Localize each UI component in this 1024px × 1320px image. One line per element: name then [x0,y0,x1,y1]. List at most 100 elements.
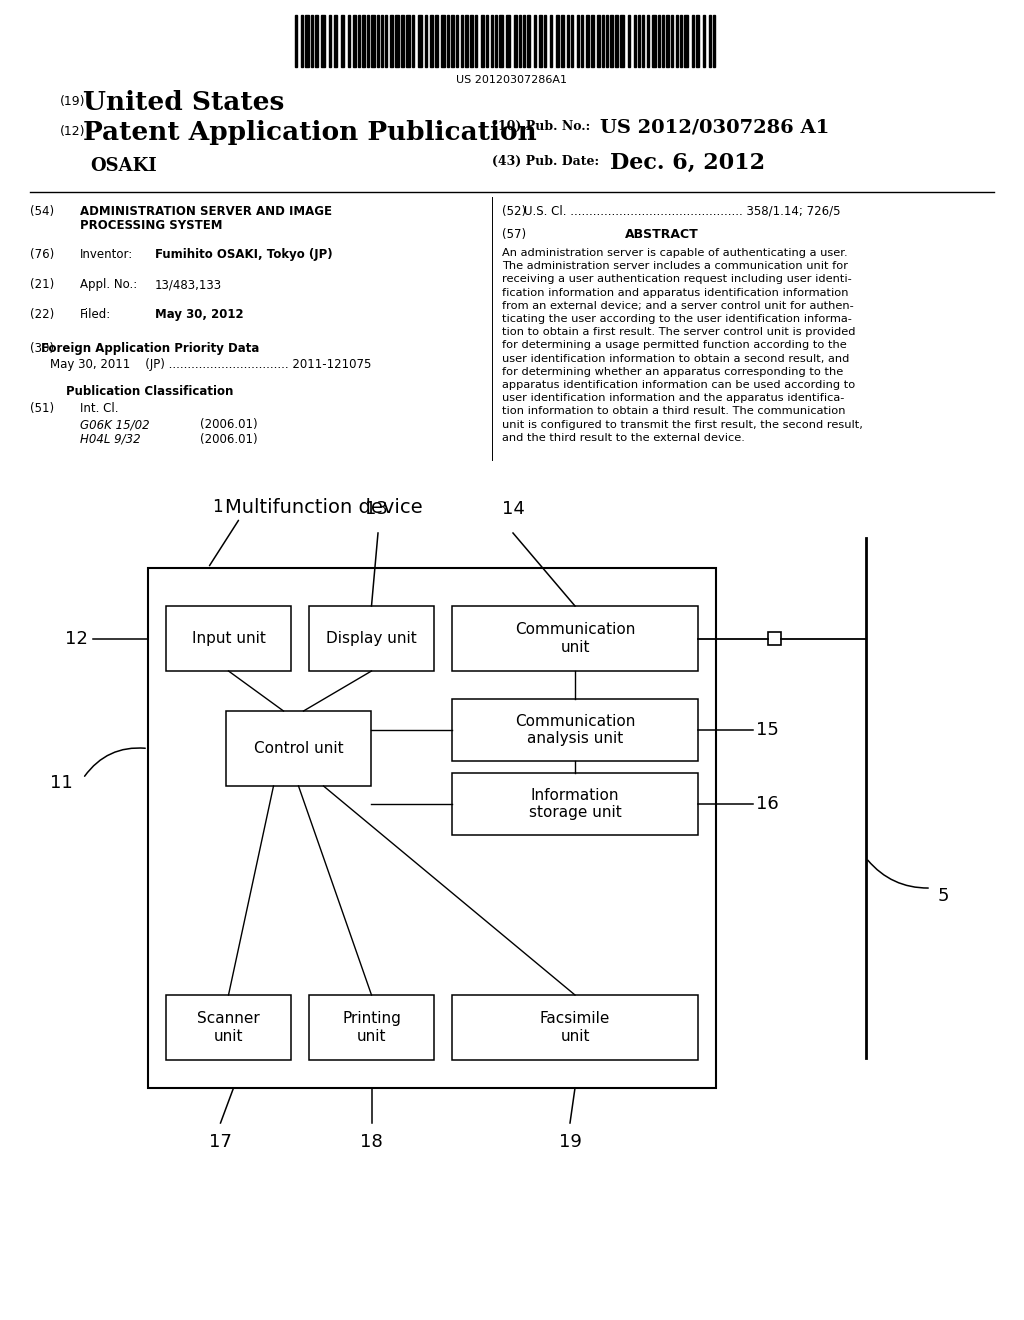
Bar [358,15,360,67]
Bar [425,15,427,67]
Text: Communication
unit: Communication unit [515,622,635,655]
Text: 13: 13 [365,500,387,517]
Bar [684,15,688,67]
Bar [301,15,303,67]
Text: 16: 16 [756,795,778,813]
Text: H04L 9/32: H04L 9/32 [80,433,140,446]
Text: user identification information to obtain a second result, and: user identification information to obtai… [502,354,849,363]
Bar [713,15,715,67]
Text: 13/483,133: 13/483,133 [155,279,222,290]
Text: Patent Application Publication: Patent Application Publication [83,120,537,145]
Bar [401,15,404,67]
Bar [418,15,422,67]
Text: unit is configured to transmit the first result, the second result,: unit is configured to transmit the first… [502,420,863,429]
Text: from an external device; and a server control unit for authen-: from an external device; and a server co… [502,301,854,310]
Text: United States: United States [83,90,285,115]
Bar [567,15,569,67]
Bar [606,15,608,67]
Text: 17: 17 [209,1133,232,1151]
Text: Dec. 6, 2012: Dec. 6, 2012 [610,152,765,174]
Bar [666,15,669,67]
Text: (10) Pub. No.:: (10) Pub. No.: [492,120,590,133]
Bar [470,15,473,67]
Text: PROCESSING SYSTEM: PROCESSING SYSTEM [80,219,222,232]
Text: Information
storage unit: Information storage unit [528,788,622,820]
Text: 12: 12 [66,630,88,648]
Bar [481,15,484,67]
Text: 14: 14 [502,500,524,517]
Bar [556,15,559,67]
Text: (43) Pub. Date:: (43) Pub. Date: [492,154,599,168]
Bar [602,15,604,67]
Bar [539,15,542,67]
Text: May 30, 2012: May 30, 2012 [155,308,244,321]
Bar [475,15,477,67]
Text: Int. Cl.: Int. Cl. [80,403,119,414]
Text: OSAKI: OSAKI [90,157,157,176]
Bar [341,15,344,67]
Text: (19): (19) [60,95,85,108]
Bar [362,15,365,67]
Bar [486,15,488,67]
Bar [395,15,399,67]
Bar [305,15,309,67]
Text: 11: 11 [50,775,73,792]
Bar [353,15,356,67]
Text: ADMINISTRATION SERVER AND IMAGE: ADMINISTRATION SERVER AND IMAGE [80,205,332,218]
Text: Fumihito OSAKI, Tokyo (JP): Fumihito OSAKI, Tokyo (JP) [155,248,333,261]
Bar [634,15,636,67]
Bar [703,15,705,67]
Text: Inventor:: Inventor: [80,248,133,261]
Bar [680,15,682,67]
Bar [385,15,387,67]
Text: Communication
analysis unit: Communication analysis unit [515,714,635,746]
Text: (76): (76) [30,248,54,261]
Bar [658,15,660,67]
Bar [452,606,698,671]
Bar [628,15,630,67]
Bar [334,15,337,67]
Bar [309,995,434,1060]
Text: and the third result to the external device.: and the third result to the external dev… [502,433,744,442]
Text: (12): (12) [60,125,85,139]
Bar [519,15,521,67]
Bar [452,774,698,836]
Bar [315,15,318,67]
Text: (2006.01): (2006.01) [200,418,258,432]
Text: fication information and apparatus identification information: fication information and apparatus ident… [502,288,849,297]
Bar [412,15,414,67]
Bar [295,15,297,67]
Bar [671,15,673,67]
Text: G06K 15/02: G06K 15/02 [80,418,150,432]
Bar [490,15,493,67]
Text: (57): (57) [502,228,526,242]
Text: U.S. Cl. .............................................. 358/1.14; 726/5: U.S. Cl. ...............................… [524,205,841,218]
Bar [527,15,530,67]
Bar [581,15,583,67]
Text: Input unit: Input unit [191,631,265,645]
Text: Display unit: Display unit [326,631,417,645]
Text: US 20120307286A1: US 20120307286A1 [457,75,567,84]
Text: Facsimile
unit: Facsimile unit [540,1011,610,1044]
Bar [638,15,640,67]
Text: (22): (22) [30,308,54,321]
Bar [544,15,546,67]
Bar [435,15,438,67]
Text: (54): (54) [30,205,54,218]
Bar [309,606,434,671]
Bar [571,15,573,67]
Bar [148,568,716,1088]
Text: user identification information and the apparatus identifica-: user identification information and the … [502,393,845,403]
Text: May 30, 2011    (JP) ................................ 2011-121075: May 30, 2011 (JP) ......................… [50,358,372,371]
Text: Printing
unit: Printing unit [342,1011,401,1044]
Bar [676,15,678,67]
Bar [610,15,613,67]
Bar [591,15,594,67]
Bar [768,632,781,645]
Bar [709,15,711,67]
Text: for determining a usage permitted function according to the: for determining a usage permitted functi… [502,341,847,350]
Text: 15: 15 [756,721,779,739]
Bar [311,15,313,67]
Bar [377,15,379,67]
Text: apparatus identification information can be used according to: apparatus identification information can… [502,380,855,389]
